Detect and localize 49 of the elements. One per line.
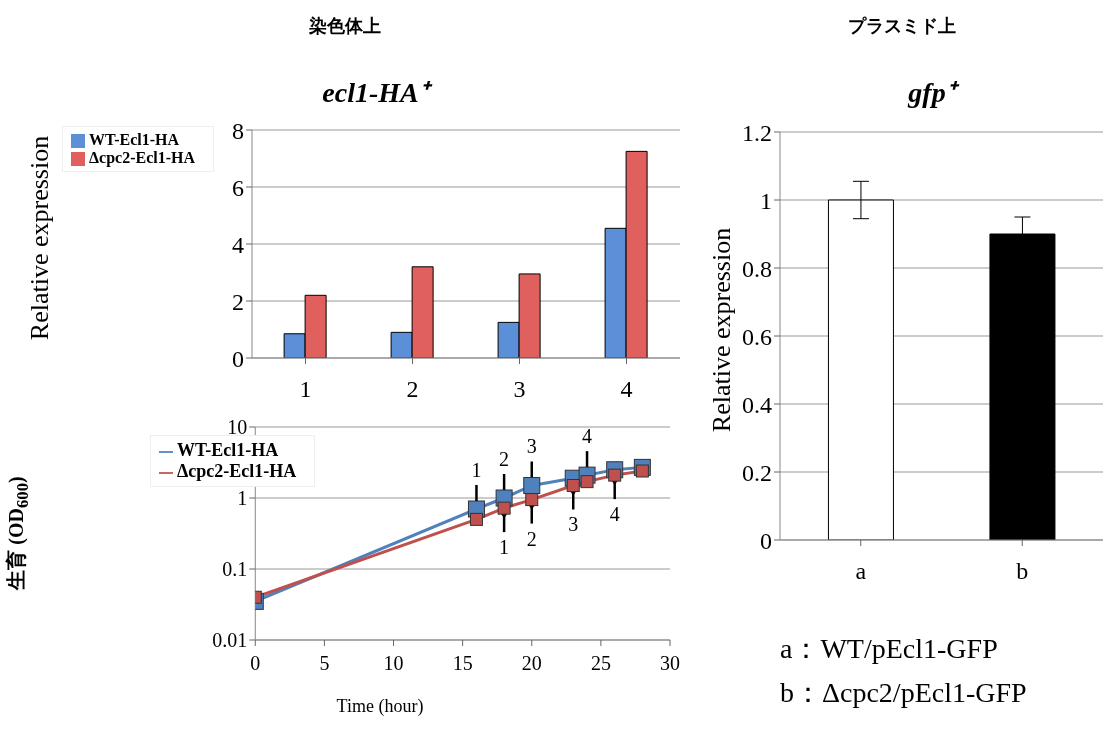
legend-label: Δcpc2-Ecl1-HA <box>89 149 196 166</box>
annotation: 1 <box>471 459 482 481</box>
x-tick-label: 2 <box>406 376 419 403</box>
chart-title: 染色体上 <box>308 14 382 38</box>
y-tick-label: 0.2 <box>742 459 772 486</box>
y-tick-label: 0 <box>232 345 245 372</box>
y-tick-label: 4 <box>232 231 245 258</box>
annotation: 2 <box>526 527 537 550</box>
annotation: 2 <box>499 448 510 470</box>
legend-label: Δcpc2-Ecl1-HA <box>177 461 297 481</box>
text: a：WT/pEcl1-GFP <box>780 632 998 666</box>
chart-subtitle: gfp⁺ <box>906 76 961 110</box>
annotation: 4 <box>609 503 620 526</box>
annotation: 3 <box>526 435 537 458</box>
x-tick-label: 30 <box>660 652 680 675</box>
legend-label: WT-Ecl1-HA <box>177 440 279 460</box>
x-tick-label: b <box>1016 558 1029 585</box>
y-tick-label: 1 <box>237 487 248 510</box>
y-tick-label: 0.01 <box>212 629 248 652</box>
annotation: 1 <box>499 536 510 559</box>
y-tick-label: 8 <box>232 117 245 144</box>
y-tick-label: 10 <box>227 416 248 439</box>
x-tick-label: 3 <box>513 376 526 403</box>
y-tick-label: 1.2 <box>742 119 772 146</box>
text: b：Δcpc2/pEcl1-GFP <box>780 676 1027 710</box>
x-tick-label: 20 <box>521 652 542 675</box>
chart-subtitle: ecl1-HA⁺ <box>321 76 434 110</box>
y-tick-label: 0 <box>760 527 772 554</box>
y-tick-label: 2 <box>232 288 245 315</box>
x-tick-label: 25 <box>590 652 611 675</box>
x-tick-label: 4 <box>620 376 633 403</box>
y-axis-title: Relative expression <box>25 135 55 341</box>
x-tick-label: a <box>855 558 867 585</box>
y-tick-label: 0.8 <box>742 255 772 282</box>
y-tick-label: 1 <box>760 187 772 214</box>
y-axis-title: Relative expression <box>707 227 737 433</box>
x-tick-label: 15 <box>452 652 473 675</box>
x-tick-label: 5 <box>319 652 330 675</box>
annotation: 4 <box>582 425 593 448</box>
y-tick-label: 0.4 <box>742 391 772 418</box>
y-tick-label: 0.1 <box>222 558 248 581</box>
x-tick-label: 10 <box>383 652 404 675</box>
x-tick-label: 1 <box>299 376 312 403</box>
chart-title: プラスミド上 <box>846 14 957 38</box>
annotation: 3 <box>568 513 579 536</box>
x-axis-title: Time (hour) <box>335 696 425 717</box>
y-tick-label: 6 <box>232 174 245 201</box>
y-tick-label: 0.6 <box>742 323 772 350</box>
legend-label: WT-Ecl1-HA <box>89 131 180 148</box>
